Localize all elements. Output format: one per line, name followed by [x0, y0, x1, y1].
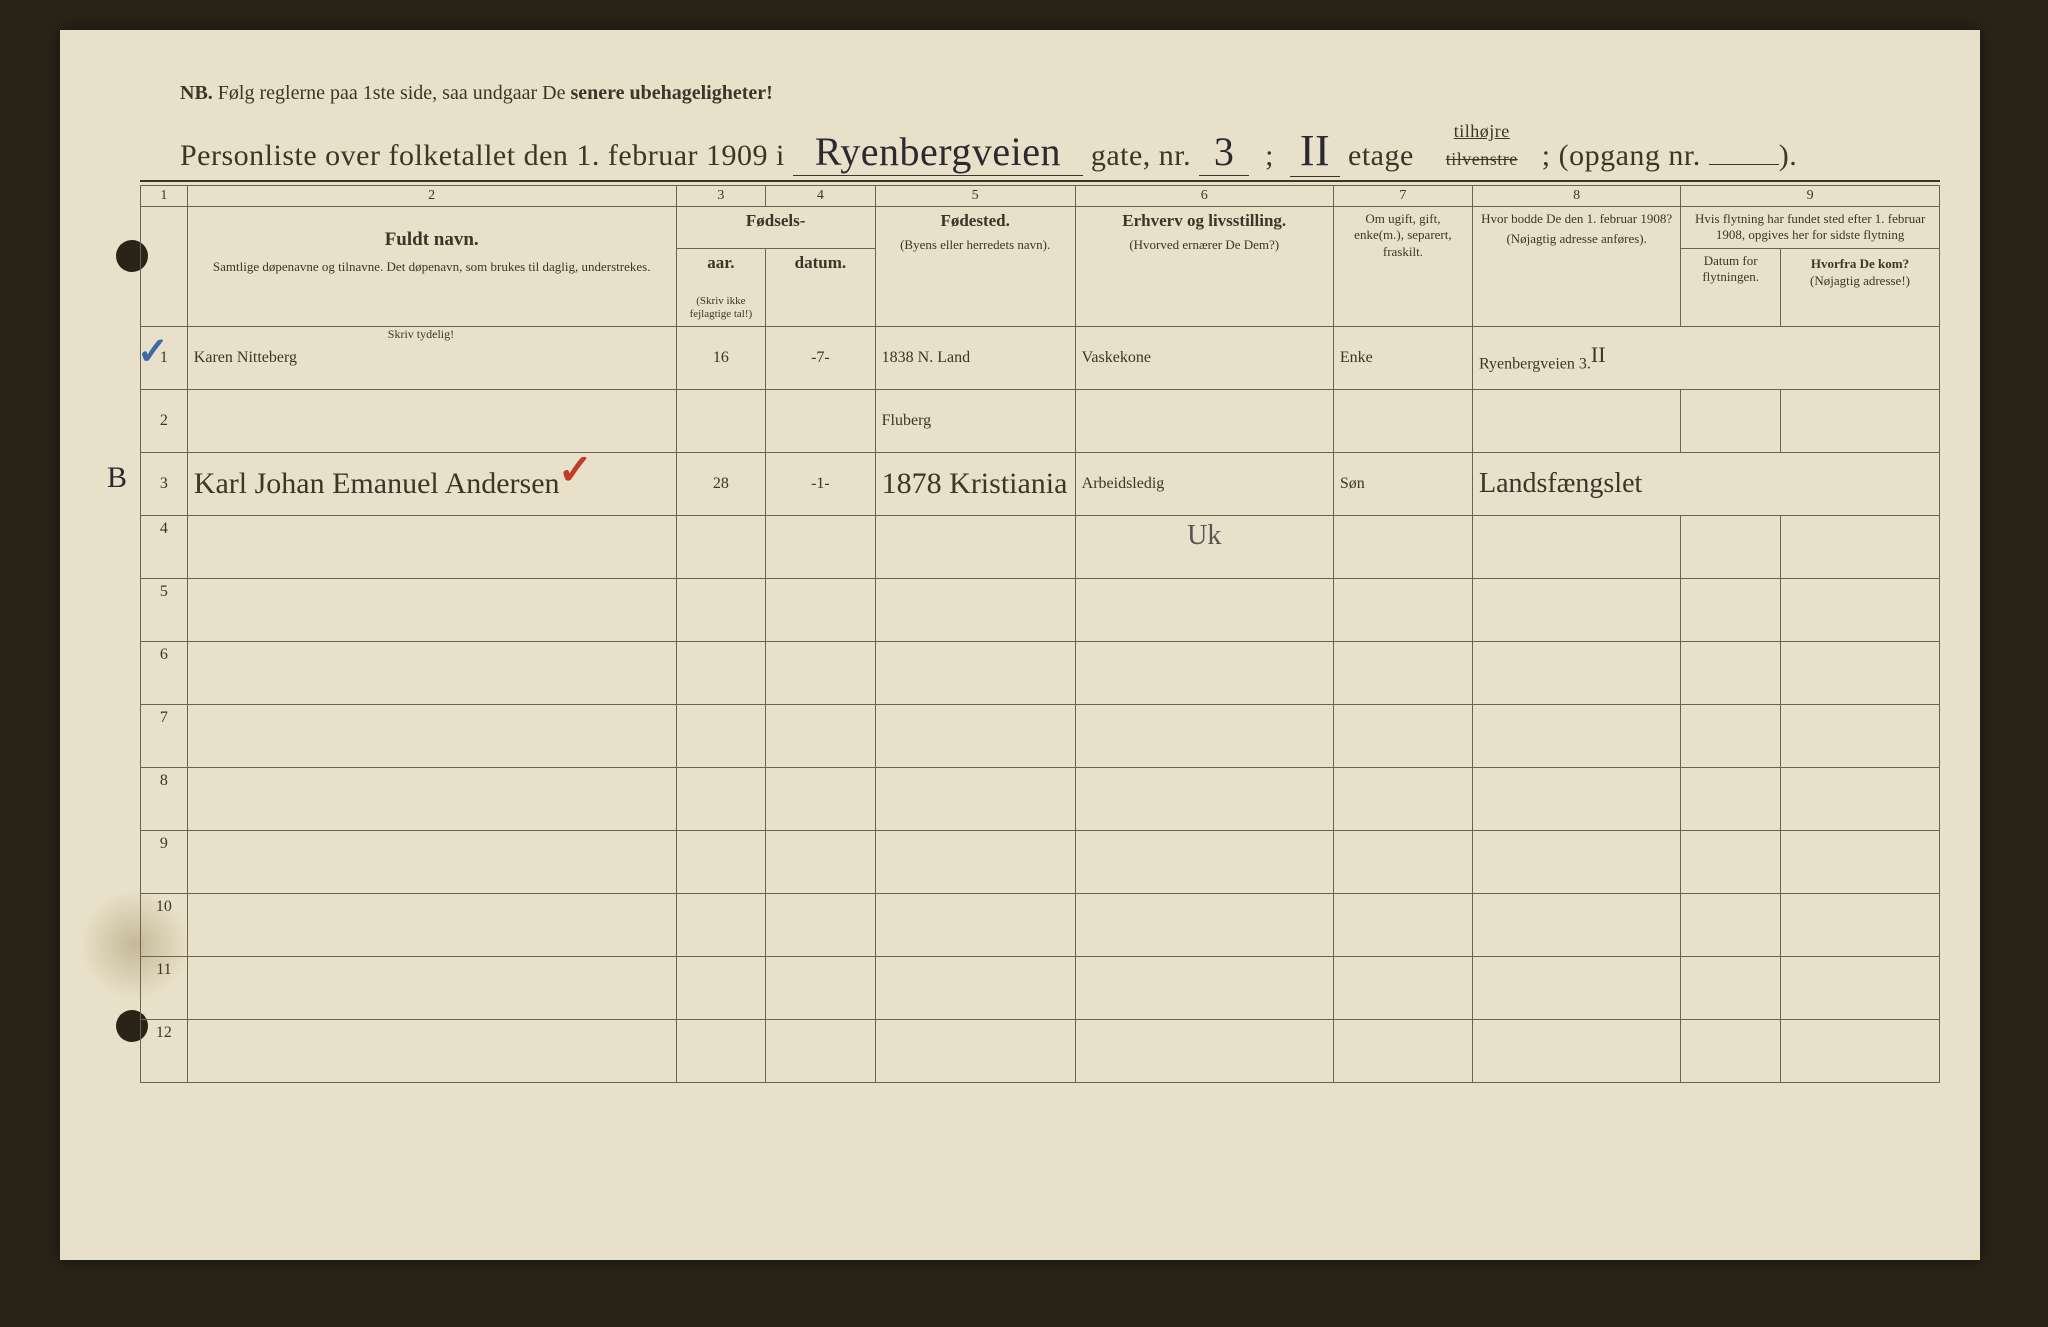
row-2-fra [1781, 390, 1940, 453]
row-2-addr [1472, 390, 1680, 453]
row-2-year [676, 390, 766, 453]
colnum-8: 8 [1472, 186, 1680, 207]
header-datum: datum. [766, 248, 875, 327]
title-sep: ; [1265, 139, 1274, 172]
header-flyt-datum: Datum for flytningen. [1681, 248, 1781, 327]
header-name: Fuldt navn. Samtlige døpenavne og tilnav… [187, 207, 676, 327]
header-flyt-fra: Hvorfra De kom? (Nøjagtig adresse!) [1781, 248, 1940, 327]
row-6-num: 6 [141, 642, 188, 705]
table-row: 5 [141, 579, 1940, 642]
colnum-5: 5 [875, 186, 1075, 207]
row-9-num: 9 [141, 831, 188, 894]
row-7-num: 7 [141, 705, 188, 768]
row-5-num: 5 [141, 579, 188, 642]
header-rownum [141, 207, 188, 327]
row-3-year: 28 [676, 453, 766, 516]
form-title-line: Personliste over folketallet den 1. febr… [180, 125, 1797, 177]
table-row: 7 [141, 705, 1940, 768]
row-10-num: 10 [141, 894, 188, 957]
nb-text-a: Følg reglerne paa 1ste side, saa undgaar… [218, 82, 571, 104]
table-row: 10 [141, 894, 1940, 957]
title-pre: Personliste over folketallet den 1. febr… [180, 139, 785, 172]
colnum-3: 3 [676, 186, 766, 207]
row-1-num: ✓ 1 [141, 327, 188, 390]
table-row: 12 [141, 1020, 1940, 1083]
colnum-6: 6 [1075, 186, 1333, 207]
row-2-date [766, 390, 875, 453]
row-3-date: -1- [766, 453, 875, 516]
opgang-label: (opgang nr. [1559, 139, 1701, 172]
header-aar: aar. (Skriv ikke fejlagtige tal!) [676, 248, 766, 327]
row-2-born: Fluberg [875, 390, 1075, 453]
table-row: ✓ 1 Skriv tydelig! Karen Nitteberg 16 -7… [141, 327, 1940, 390]
header-erhverv: Erhverv og livsstilling. (Hvorved ernære… [1075, 207, 1333, 327]
gate-label: gate, nr. [1091, 139, 1191, 172]
colnum-9: 9 [1681, 186, 1940, 207]
column-number-row: 1 2 3 4 5 6 7 8 9 [141, 186, 1940, 207]
nb-warning-line: NB. Følg reglerne paa 1ste side, saa und… [180, 82, 773, 105]
row-3-occ: Arbeidsledig [1075, 453, 1333, 516]
etage-value: II [1300, 126, 1330, 175]
side-top: tilhøjre [1422, 121, 1542, 142]
row-1-addr: Ryenbergveien 3.II [1472, 327, 1939, 390]
opgang-value [1709, 164, 1779, 165]
header-fodested: Fødested. (Byens eller herredets navn). [875, 207, 1075, 327]
gate-number: 3 [1214, 129, 1235, 174]
etage-label: etage [1348, 139, 1414, 172]
row-3-name: Karl Johan Emanuel Andersen ✓ [187, 453, 676, 516]
header-row-1: Fuldt navn. Samtlige døpenavne og tilnav… [141, 207, 1940, 249]
row-1-born: 1838 N. Land [875, 327, 1075, 390]
header-boede: Hvor bodde De den 1. februar 1908? (Nøja… [1472, 207, 1680, 327]
row-2-num: 2 [141, 390, 188, 453]
row-1-occ: Vaskekone [1075, 327, 1333, 390]
nb-prefix: NB. [180, 82, 213, 104]
row-12-num: 12 [141, 1020, 188, 1083]
header-ugift: Om ugift, gift, enke(m.), separert, fras… [1333, 207, 1472, 327]
table-row: 6 [141, 642, 1940, 705]
census-table: 1 2 3 4 5 6 7 8 9 Fuldt navn. Samtlige d… [140, 185, 1940, 1083]
row-3-addr: Landsfængslet [1472, 453, 1939, 516]
street-name: Ryenbergveien [815, 129, 1061, 174]
colnum-1: 1 [141, 186, 188, 207]
row-3-status: Søn [1333, 453, 1472, 516]
blue-check-mark: ✓ [137, 329, 169, 374]
row-2-flytdat [1681, 390, 1781, 453]
table-row: 4 Uk [141, 516, 1940, 579]
row-3-margin-note: B [107, 461, 127, 495]
top-rule [140, 180, 1940, 182]
table-row: 2 Fluberg [141, 390, 1940, 453]
row-1-date: -7- [766, 327, 875, 390]
table-row: 9 [141, 831, 1940, 894]
row-1-status: Enke [1333, 327, 1472, 390]
row-2-name [187, 390, 676, 453]
side-striked: tilvenstre [1446, 149, 1518, 169]
colnum-2: 2 [187, 186, 676, 207]
census-form-page: NB. Følg reglerne paa 1ste side, saa und… [60, 30, 1980, 1260]
table-row: 8 [141, 768, 1940, 831]
row-1-year: 16 [676, 327, 766, 390]
row-11-num: 11 [141, 957, 188, 1020]
table-row: 11 [141, 957, 1940, 1020]
skriv-tydelig-note: Skriv tydelig! [388, 327, 454, 342]
row-3-num: B 3 [141, 453, 188, 516]
row-4-num: 4 [141, 516, 188, 579]
table-row: B 3 Karl Johan Emanuel Andersen ✓ 28 -1-… [141, 453, 1940, 516]
row-2-occ [1075, 390, 1333, 453]
title-close: ). [1779, 139, 1798, 172]
row-1-name: Skriv tydelig! Karen Nitteberg [187, 327, 676, 390]
header-fodsels: Fødsels- [676, 207, 875, 249]
row-4-occnote: Uk [1075, 516, 1333, 579]
nb-text-b: senere ubehageligheter! [570, 82, 772, 104]
row-2-status [1333, 390, 1472, 453]
row-8-num: 8 [141, 768, 188, 831]
colnum-7: 7 [1333, 186, 1472, 207]
header-flyt-intro: Hvis flytning har fundet sted efter 1. f… [1681, 207, 1940, 249]
red-check-mark: ✓ [558, 445, 593, 494]
row-3-born: 1878 Kristiania [875, 453, 1075, 516]
colnum-4: 4 [766, 186, 875, 207]
